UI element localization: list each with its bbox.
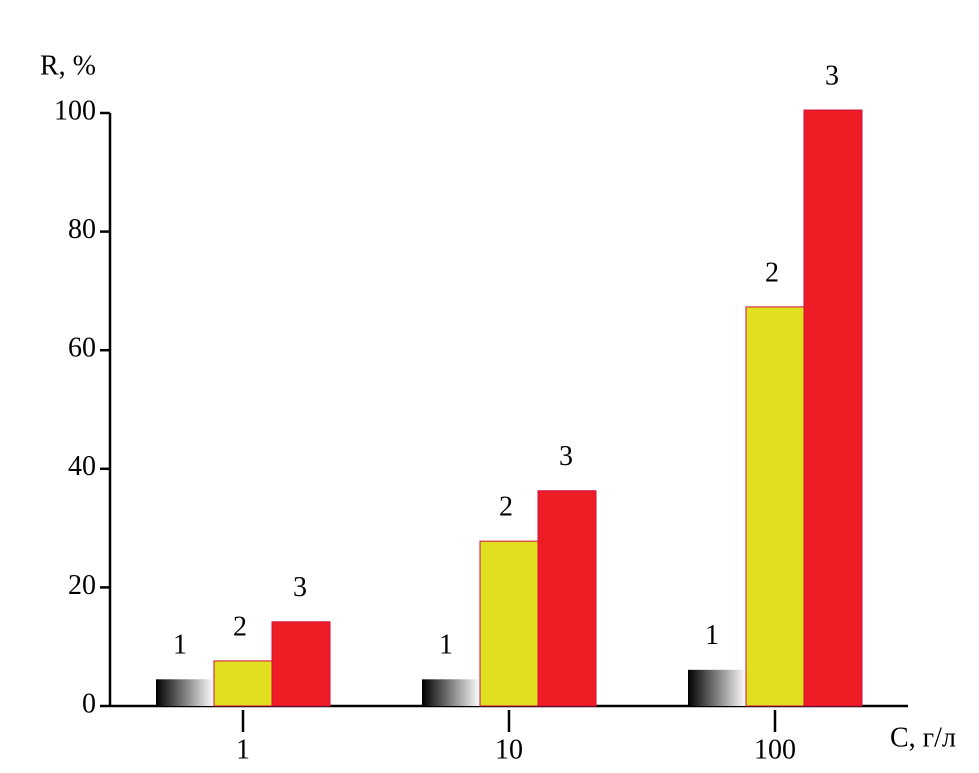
- y-tick-label: 40: [68, 451, 96, 482]
- bar: [688, 669, 746, 706]
- bar-series-label: 1: [173, 630, 187, 661]
- y-tick-label: 80: [68, 214, 96, 245]
- bar-series-label: 1: [439, 630, 453, 661]
- x-tick-label: 1: [236, 734, 250, 765]
- y-tick-label: 20: [68, 570, 96, 601]
- bar-series-label: 3: [293, 572, 307, 603]
- y-tick-label: 100: [54, 95, 96, 126]
- bar-series-label: 1: [705, 620, 719, 651]
- bar: [537, 490, 597, 707]
- bar-series-label: 2: [233, 611, 247, 642]
- x-tick-label: 100: [754, 734, 796, 765]
- y-axis-label: R, %: [40, 50, 96, 81]
- bar-series-label: 2: [499, 492, 513, 523]
- x-tick-label: 10: [495, 734, 523, 765]
- bar: [745, 306, 805, 707]
- bar-series-label: 3: [559, 441, 573, 472]
- y-tick-label: 60: [68, 333, 96, 364]
- y-tick-label: 0: [82, 688, 96, 719]
- bar: [479, 540, 539, 707]
- bar: [271, 621, 331, 707]
- bar-series-label: 2: [765, 257, 779, 288]
- x-axis-label: C, г/л: [890, 722, 956, 753]
- bar: [422, 679, 480, 706]
- bar: [803, 109, 863, 707]
- bar: [213, 660, 273, 707]
- bar-series-label: 3: [825, 60, 839, 91]
- bar: [156, 679, 214, 706]
